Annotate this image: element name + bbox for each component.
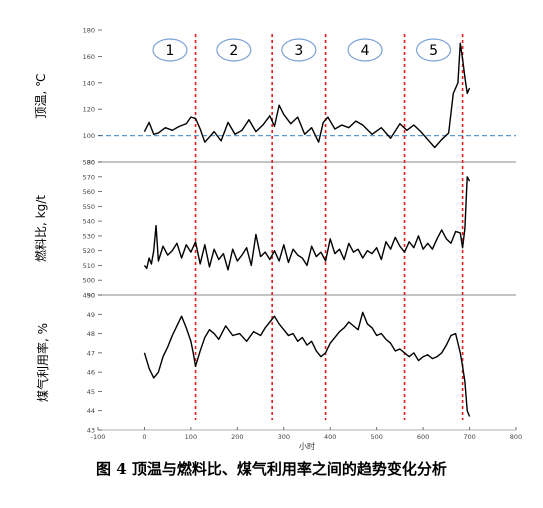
stage-label: 3 bbox=[294, 43, 303, 59]
y-tick-label: 47 bbox=[87, 349, 95, 357]
y-axis-label: 燃料比, kg/t bbox=[33, 195, 48, 262]
y-tick-label: 540 bbox=[83, 218, 95, 226]
y-tick-label: 550 bbox=[83, 203, 95, 211]
y-tick-label: 100 bbox=[83, 132, 95, 140]
stage-label: 5 bbox=[429, 43, 438, 59]
stage-ellipse bbox=[152, 38, 188, 62]
x-tick-label: 400 bbox=[324, 433, 336, 441]
y-tick-label: 160 bbox=[83, 53, 95, 61]
y-axis-label: 煤气利用率, % bbox=[35, 323, 50, 402]
y-tick-label: 490 bbox=[83, 292, 95, 300]
figure-caption: 图 4 顶温与燃料比、煤气利用率之间的趋势变化分析 bbox=[96, 460, 447, 478]
y-tick-label: 80 bbox=[87, 159, 95, 167]
stage-label: 1 bbox=[166, 43, 175, 59]
stage-ellipse bbox=[347, 38, 383, 62]
y-tick-label: 45 bbox=[87, 388, 95, 396]
x-tick-label: 600 bbox=[417, 433, 429, 441]
x-tick-label: -100 bbox=[91, 433, 106, 441]
y-tick-label: 48 bbox=[87, 330, 95, 338]
stage-label: 4 bbox=[361, 43, 370, 59]
y-tick-label: 510 bbox=[83, 262, 95, 270]
x-tick-label: 0 bbox=[142, 433, 146, 441]
panel-2-area bbox=[98, 162, 516, 295]
y-tick-label: 120 bbox=[83, 106, 95, 114]
y-tick-label: 43 bbox=[87, 427, 95, 435]
stage-ellipse bbox=[415, 38, 452, 62]
x-tick-label: 500 bbox=[370, 433, 382, 441]
y-tick-label: 570 bbox=[83, 173, 95, 181]
series-line bbox=[143, 176, 471, 271]
y-tick-label: 580 bbox=[83, 159, 95, 167]
stage-label: 2 bbox=[229, 43, 238, 59]
series-lines bbox=[143, 42, 471, 417]
y-tick-label: 49 bbox=[87, 311, 95, 319]
y-tick-label: 560 bbox=[83, 188, 95, 196]
y-tick-label: 530 bbox=[83, 232, 95, 240]
y-tick-label: 520 bbox=[83, 247, 95, 255]
y-tick-label: 140 bbox=[83, 79, 95, 87]
stage-ellipse bbox=[216, 38, 252, 62]
y-tick-label: 46 bbox=[87, 369, 95, 377]
stage-ellipse bbox=[281, 38, 317, 62]
panel-frames bbox=[98, 161, 516, 431]
y-tick-label: 50 bbox=[87, 292, 95, 300]
y-tick-label: 500 bbox=[83, 277, 95, 285]
series-line bbox=[143, 42, 471, 149]
series-line bbox=[143, 311, 471, 417]
y-tick-label: 44 bbox=[87, 407, 95, 415]
x-tick-label: 700 bbox=[463, 433, 475, 441]
x-tick-label: 200 bbox=[231, 433, 243, 441]
stage-labels: 1 2 3 4 5 bbox=[152, 38, 452, 62]
y-axis-label: 顶温, ℃ bbox=[34, 73, 48, 118]
x-axis-label: 小时 bbox=[299, 441, 315, 451]
y-tick-label: 180 bbox=[83, 27, 95, 35]
x-tick-label: 300 bbox=[278, 433, 290, 441]
x-tick-label: 100 bbox=[185, 433, 197, 441]
x-tick-label: 800 bbox=[510, 433, 522, 441]
